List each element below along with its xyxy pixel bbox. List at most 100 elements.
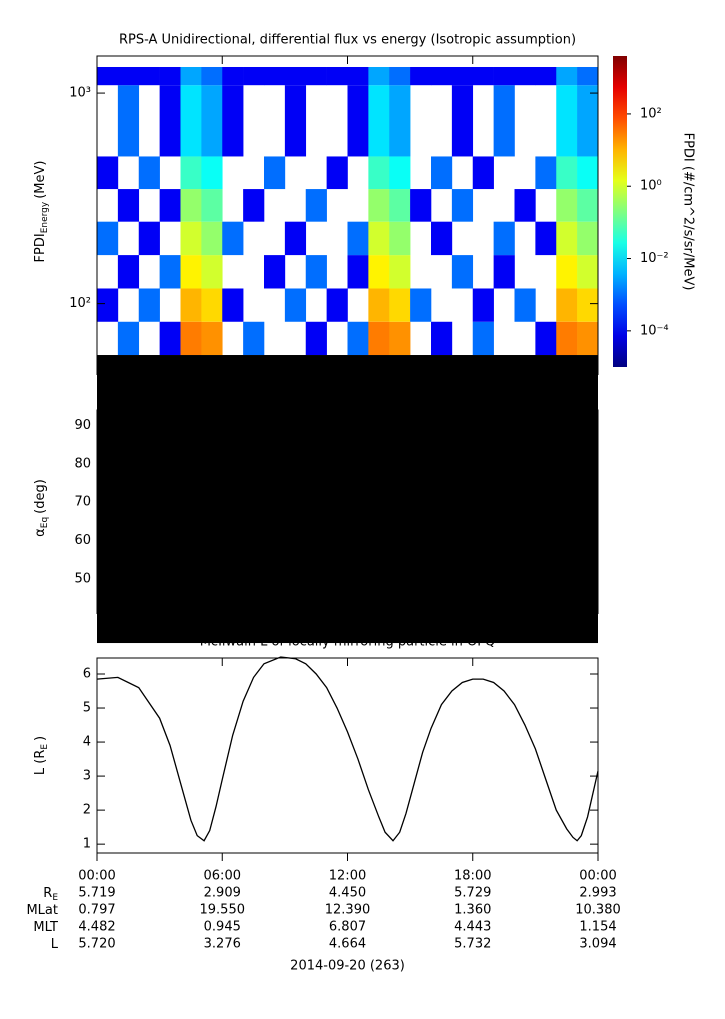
ephemeris-value: 2.909 (204, 886, 241, 901)
heatmap-cell (389, 288, 411, 322)
heatmap-cell (159, 321, 181, 356)
heatmap-cell (180, 321, 202, 356)
ephemeris-value: 6.807 (329, 920, 366, 935)
heatmap-cell (284, 221, 307, 256)
heatmap-cell (514, 66, 536, 86)
heatmap-cell (577, 221, 599, 256)
heatmap-cell (326, 156, 348, 190)
y-tick-label: 80 (74, 456, 91, 471)
row-label-sub: E (52, 893, 58, 903)
colorbar-tick-label: 10⁻² (640, 251, 669, 266)
heatmap-cell (243, 189, 265, 222)
heatmap-cell (410, 288, 432, 322)
heatmap-cell (451, 255, 474, 289)
heatmap-cell (389, 189, 411, 222)
heatmap-cell (556, 321, 578, 356)
row-label: RE (43, 886, 58, 903)
heatmap-cell (368, 66, 390, 86)
heatmap-cell (180, 221, 202, 256)
heatmap-cell (97, 156, 119, 190)
heatmap-cell (97, 288, 119, 322)
ephemeris-value: 4.450 (329, 886, 366, 901)
heatmap-cell (201, 221, 223, 256)
heatmap-cell (493, 66, 515, 86)
heatmap-cell (389, 221, 411, 256)
heatmap-cell (180, 156, 202, 190)
heatmap-cell (159, 255, 181, 289)
plot-background (97, 355, 598, 644)
heatmap-cell (451, 85, 474, 157)
y-tick-label: 2 (83, 803, 91, 818)
x-tick-label: 06:00 (204, 869, 241, 884)
heatmap-cell (138, 66, 160, 86)
heatmap-cell (472, 288, 494, 322)
heatmap-cell (347, 255, 369, 289)
y-label-main: L (R (33, 750, 48, 775)
heatmap-cell (431, 156, 453, 190)
y-tick-label: 60 (74, 533, 91, 548)
heatmap-cell (493, 85, 515, 157)
heatmap-cell (305, 255, 327, 289)
heatmap-cell (577, 321, 599, 356)
heatmap-cell (243, 66, 265, 86)
heatmap-cell (514, 189, 536, 222)
heatmap-cell (535, 221, 557, 256)
ephemeris-value: 5.720 (78, 937, 115, 952)
heatmap-cell (472, 321, 494, 356)
heatmap-cell (138, 156, 160, 190)
y-tick-label: 1 (83, 837, 91, 852)
ephemeris-value: 12.390 (325, 903, 371, 918)
heatmap-cell (117, 321, 140, 356)
colorbar-label: FPDI (#/cm^2/s/sr/MeV) (681, 133, 696, 291)
panel-title: Equatorial pitch angle of particle with … (128, 387, 568, 402)
heatmap-cell (451, 189, 474, 222)
colorbar (613, 56, 627, 367)
y-label-unit: (MeV) (33, 161, 48, 199)
heatmap-cell (180, 189, 202, 222)
y-tick-label: 70 (74, 495, 91, 510)
panel-title: RPS-A Unidirectional, differential flux … (119, 33, 576, 48)
y-label-sub: Energy (40, 201, 50, 233)
heatmap-cell (535, 156, 557, 190)
heatmap-cell (201, 85, 223, 157)
heatmap-cell (556, 85, 578, 157)
heatmap-cell (284, 288, 307, 322)
date-label: 2014-09-20 (263) (290, 959, 405, 974)
heatmap-cell (347, 221, 369, 256)
heatmap-cell (326, 288, 348, 322)
heatmap-cell (264, 255, 286, 289)
ephemeris-value: 4.482 (78, 920, 115, 935)
row-label-main: MLT (33, 920, 58, 935)
heatmap-cell (431, 221, 453, 256)
heatmap-cell (347, 66, 369, 86)
heatmap-cell (368, 255, 390, 289)
heatmap-cell (493, 255, 515, 289)
y-label-sub: Eq (40, 517, 50, 528)
heatmap-cell (222, 221, 244, 256)
ephemeris-value: 3.276 (204, 937, 241, 952)
heatmap-cell (556, 221, 578, 256)
heatmap-cell (117, 66, 140, 86)
y-tick-label: 5 (83, 701, 91, 716)
plot-frame (96, 657, 599, 854)
heatmap-cell (305, 321, 327, 356)
y-tick-label: 6 (83, 666, 91, 681)
heatmap-cell (138, 221, 160, 256)
ephemeris-value: 3.094 (579, 937, 616, 952)
heatmap-cell (410, 189, 432, 222)
x-tick-label: 00:00 (78, 869, 115, 884)
y-label-main: FPDI (33, 233, 48, 262)
heatmap-cell (556, 66, 578, 86)
heatmap-cell (556, 189, 578, 222)
ephemeris-value: 1.154 (579, 920, 616, 935)
heatmap-cell (201, 156, 223, 190)
heatmap-cell (577, 66, 599, 86)
ephemeris-value: 5.732 (454, 937, 491, 952)
y-axis-label: FPDIEnergy (MeV) (33, 161, 50, 263)
y-axis-label: αEq (deg) (33, 479, 50, 537)
heatmap-cell (389, 66, 411, 86)
heatmap-cell (389, 321, 411, 356)
ephemeris-value: 4.664 (329, 937, 366, 952)
heatmap-cell (431, 66, 453, 86)
